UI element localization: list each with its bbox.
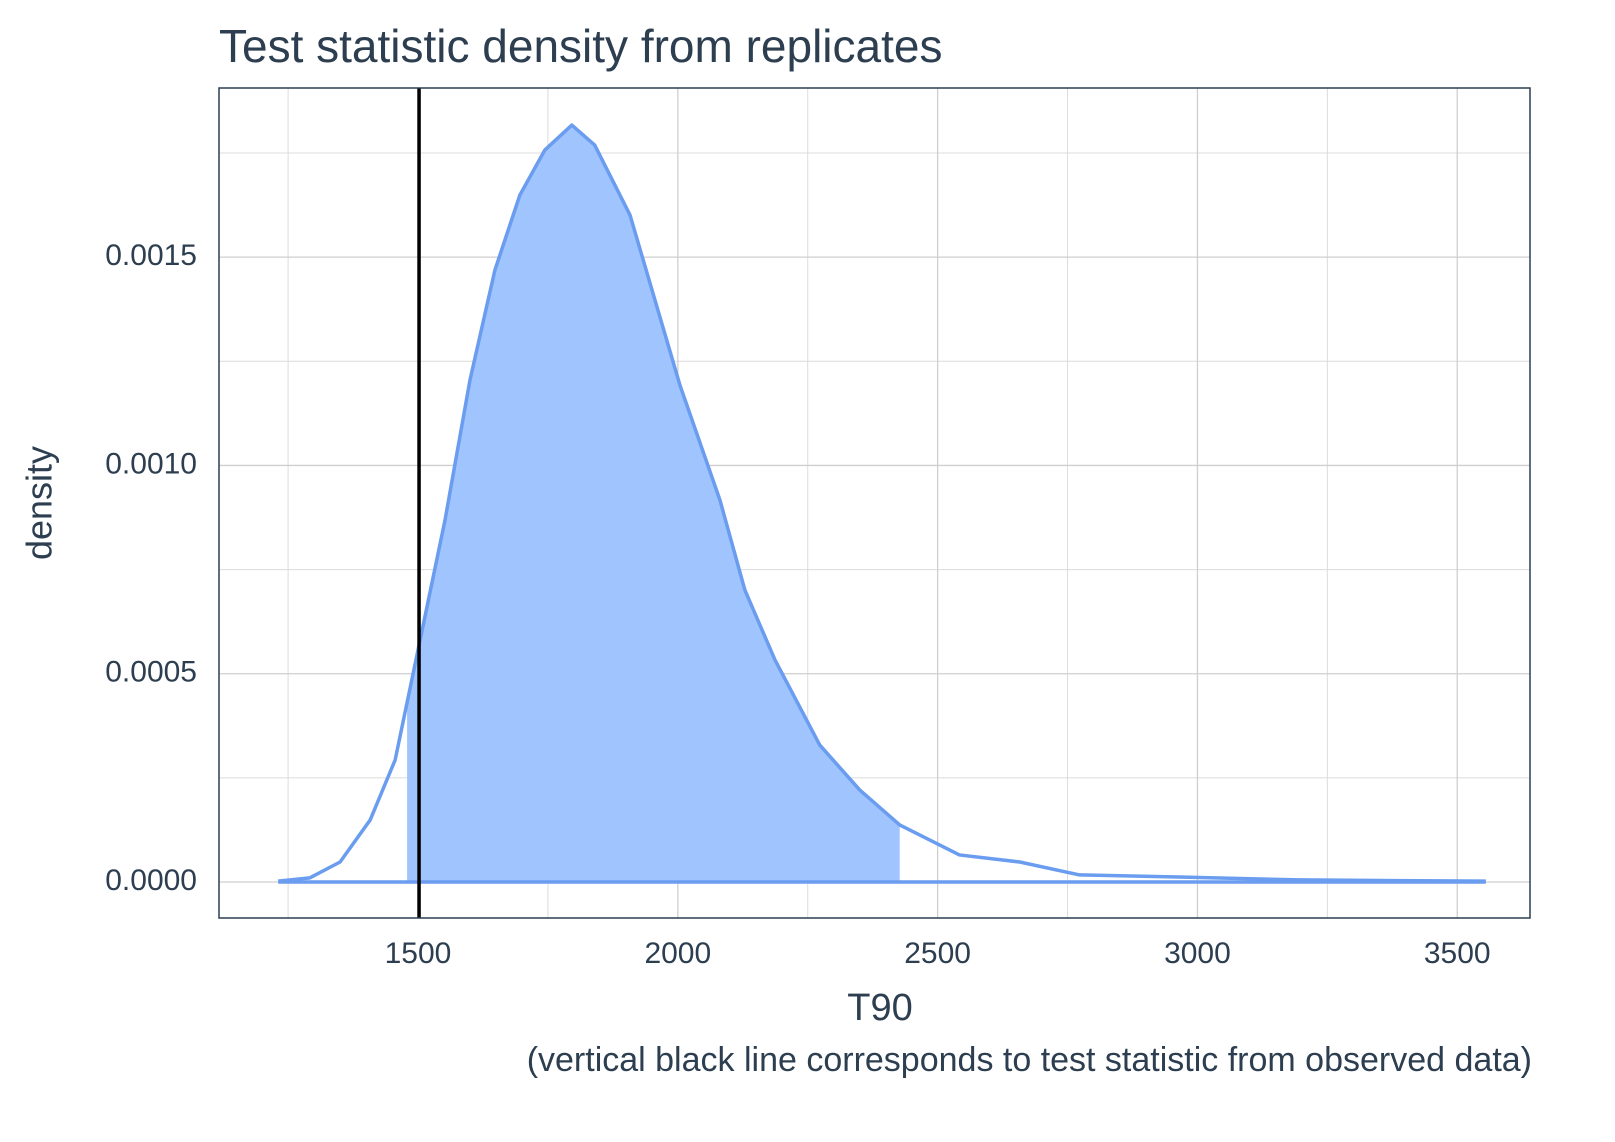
x-tick-label: 3000 (1164, 937, 1231, 970)
y-tick-label: 0.0015 (105, 239, 197, 272)
panel-border (218, 87, 1531, 919)
y-tick-label: 0.0005 (105, 656, 197, 689)
caption: (vertical black line corresponds to test… (527, 1041, 1532, 1079)
x-tick-label: 3500 (1424, 937, 1491, 970)
shaded-area (407, 125, 900, 883)
y-axis-label: density (19, 446, 60, 560)
y-tick-label: 0.0000 (105, 864, 197, 897)
y-tick-label: 0.0010 (105, 447, 197, 480)
chart-title: Test statistic density from replicates (219, 20, 942, 72)
x-tick-label: 2500 (904, 937, 971, 970)
density-line (278, 123, 1486, 883)
x-tick-label: 2000 (644, 937, 711, 970)
x-tick-label: 1500 (385, 937, 452, 970)
x-axis-label: T90 (847, 987, 912, 1029)
